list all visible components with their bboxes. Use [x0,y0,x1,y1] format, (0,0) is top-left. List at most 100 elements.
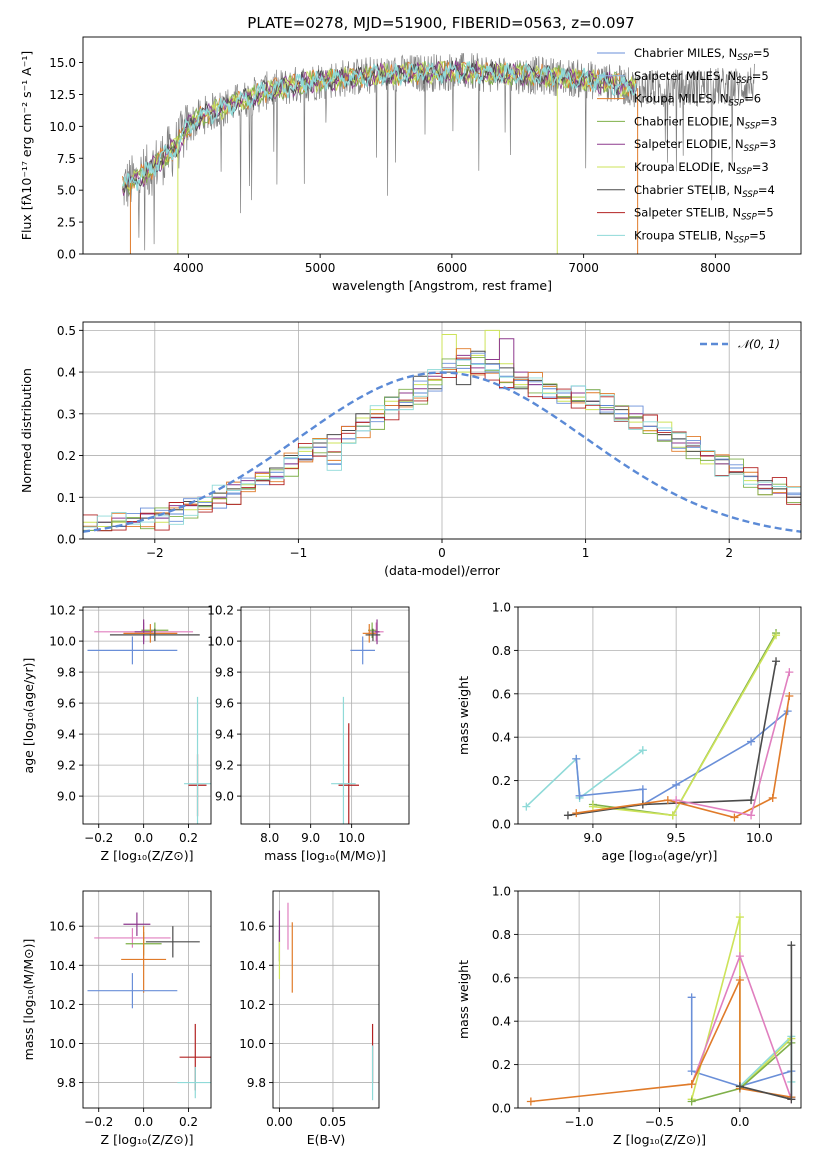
y-tick-label: 9.8 [57,666,76,680]
weight-marker [730,813,739,822]
errorbar-point [374,619,380,645]
weight-marker [735,913,744,922]
x-tick-label: 2 [725,546,733,560]
y-tick-label: 0.2 [492,774,511,788]
weight-marker [787,941,796,950]
y-tick-label: 1.0 [492,601,511,615]
weight-marker [563,811,572,820]
x-tick-label: 9.0 [583,831,602,845]
y-axis-label: mass [log₁₀(M/M⊙)] [21,939,36,1061]
y-tick-label: 10.2 [239,998,266,1012]
x-tick-label: −2 [146,546,164,560]
errorbar-point [123,912,151,936]
x-tick-label: 0 [438,546,446,560]
y-tick-label: 5.0 [57,184,76,198]
x-tick-label: 0.05 [320,1115,347,1129]
y-tick-label: 0.8 [492,928,511,942]
x-axis-label: wavelength [Angstrom, rest frame] [332,278,552,293]
x-axis-label: Z [log₁₀(Z/Z⊙)] [101,848,194,863]
errorbar-point [134,619,153,645]
residuals-frame: −2 −1 0 1 2 0.0 0.1 0.2 0.3 0.4 0.5 (data-model)/er… [19,321,802,578]
errorbar-point [184,696,211,824]
age_vs_mass-frame: 8.0 9.0 10.0 9.0 9.2 9.4 9.6 9.8 10.0 10.2 mass [l… [207,604,410,863]
y-tick-label: 0.0 [57,533,76,547]
y-tick-label: 10.0 [49,1037,76,1051]
errorbar-point [87,973,178,1009]
age_vs_mass-plot-area [331,619,384,824]
axes-frame [240,606,410,825]
mass_vs_Z-plot-area [87,912,211,1099]
weight-marker [768,793,777,802]
mass_vs_ebv-plot-area [278,902,374,1101]
y-tick-label: 0.2 [57,449,76,463]
x-tick-label: 4000 [173,261,204,275]
y-tick-label: 9.2 [57,759,76,773]
axes-frame [272,890,380,1109]
y-tick-label: 9.6 [215,697,234,711]
weight-marker [663,796,672,805]
errorbar-point [331,696,356,824]
errorbar-point [350,636,375,665]
axes-frame [82,890,212,1109]
y-tick-label: 0.4 [57,366,76,380]
x-tick-label: 8.0 [260,831,279,845]
legend-entry: Kroupa MILES, NSSP=6 [634,92,761,109]
x-tick-label: 0.2 [179,1115,198,1129]
weight-marker [572,754,581,763]
x-tick-label: 7000 [568,261,599,275]
age_vs_Z-axes [83,607,211,824]
x-tick-label: 5000 [305,261,336,275]
x-tick-label: 9.0 [301,831,320,845]
x-tick-label: 6000 [437,261,468,275]
x-axis-label: Z [log₁₀(Z/Z⊙)] [613,1132,706,1147]
age_vs_Z-plot-area [87,619,211,824]
legend-entry: Kroupa ELODIE, NSSP=3 [634,160,769,177]
y-tick-label: 9.0 [57,790,76,804]
x-tick-label: −0.2 [84,831,113,845]
y-tick-label: 12.5 [49,88,76,102]
errorbar-point [123,624,178,643]
weight-marker [735,1082,744,1091]
legend-entry: Chabrier STELIB, NSSP=4 [634,183,775,200]
y-tick-label: 9.0 [215,790,234,804]
x-tick-label: −1.0 [565,1115,594,1129]
axes-frame [82,36,802,255]
y-tick-label: 10.0 [49,635,76,649]
y-axis-label: Normed distribution [19,368,34,493]
weight-marker [638,746,647,755]
y-tick-label: 10.2 [49,998,76,1012]
errorbar-point [177,1066,211,1099]
y-tick-label: 10.4 [49,959,76,973]
y-tick-label: 1.0 [492,885,511,899]
errorbar-point [362,624,376,643]
y-tick-label: 0.0 [492,1102,511,1116]
y-tick-label: 10.0 [239,1037,266,1051]
y-tick-label: 10.2 [207,604,234,618]
y-tick-label: 0.2 [492,1058,511,1072]
spectrum-plot-area [122,52,756,254]
x-axis-label: Z [log₁₀(Z/Z⊙)] [101,1132,194,1147]
spectrum-model-line [122,60,637,191]
normal-curve [83,371,801,533]
weight-marker [668,811,677,820]
weight-marker [588,802,597,811]
x-tick-label: 10.0 [746,831,773,845]
weight-marker [687,1067,696,1076]
weight-marker [526,1097,535,1106]
spectrum-legend: Chabrier MILES, NSSP=5 Salpeter MILES, NS… [597,46,777,245]
y-tick-label: 0.6 [492,687,511,701]
weight-marker [772,631,781,640]
x-tick-label: 0.0 [134,1115,153,1129]
weight-marker [735,975,744,984]
x-tick-label: 0.0 [134,831,153,845]
x-tick-label: −0.5 [645,1115,674,1129]
y-tick-label: 9.6 [57,697,76,711]
y-axis-label: age [log₁₀(age/yr)] [21,658,36,774]
weight-marker [735,952,744,961]
y-tick-label: 10.2 [49,604,76,618]
x-tick-label: −0.2 [84,1115,113,1129]
errorbar-point [338,723,360,824]
weight-marker [785,691,794,700]
weight-marker [638,785,647,794]
